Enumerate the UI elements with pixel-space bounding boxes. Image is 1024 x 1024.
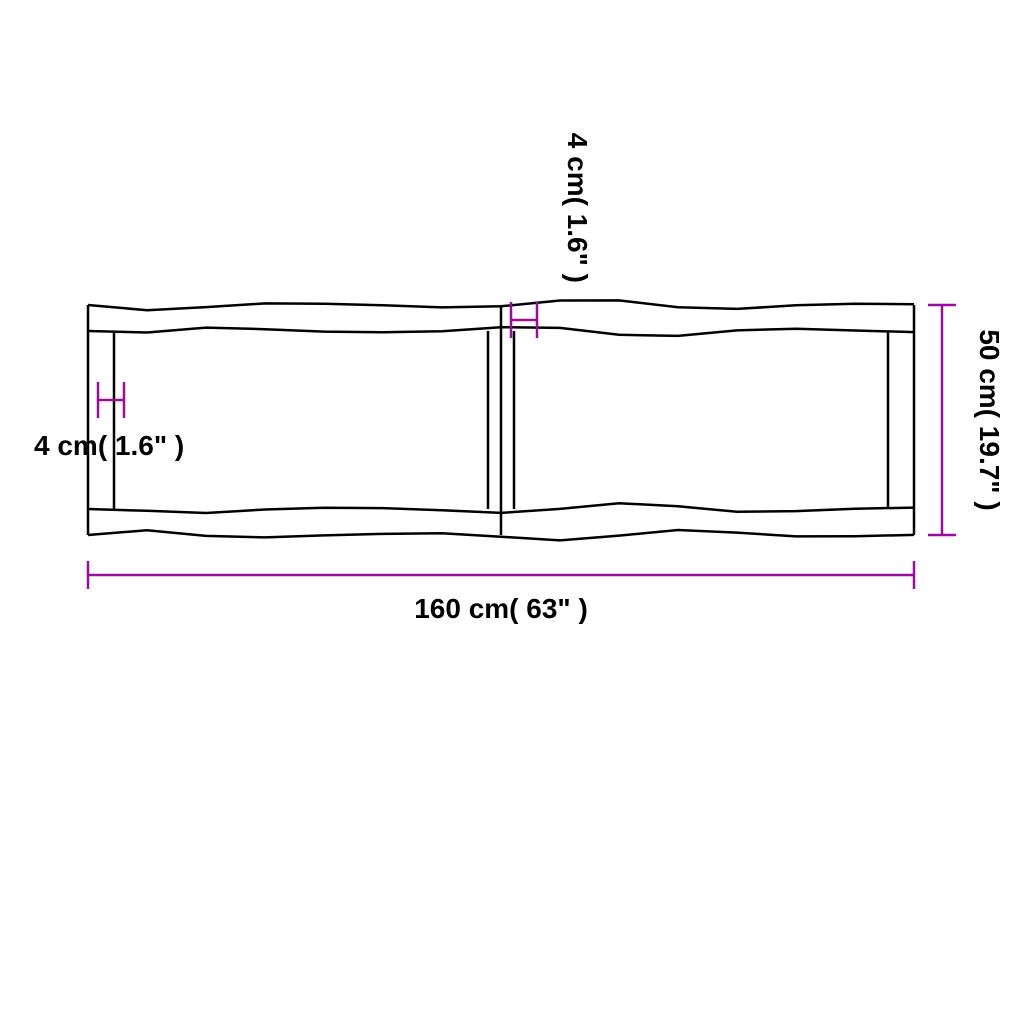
- dim-wall-center-label: 4 cm( 1.6" ): [562, 133, 593, 283]
- product-outline: [88, 300, 914, 540]
- dim-width-label: 160 cm( 63" ): [414, 593, 588, 624]
- dim-wall-left-label: 4 cm( 1.6" ): [34, 430, 184, 461]
- dim-height-label: 50 cm( 19.7" ): [974, 329, 1005, 510]
- dimension-lines: 160 cm( 63" ) 50 cm( 19.7" ) 4 cm( 1.6" ) 4…: [34, 133, 1005, 624]
